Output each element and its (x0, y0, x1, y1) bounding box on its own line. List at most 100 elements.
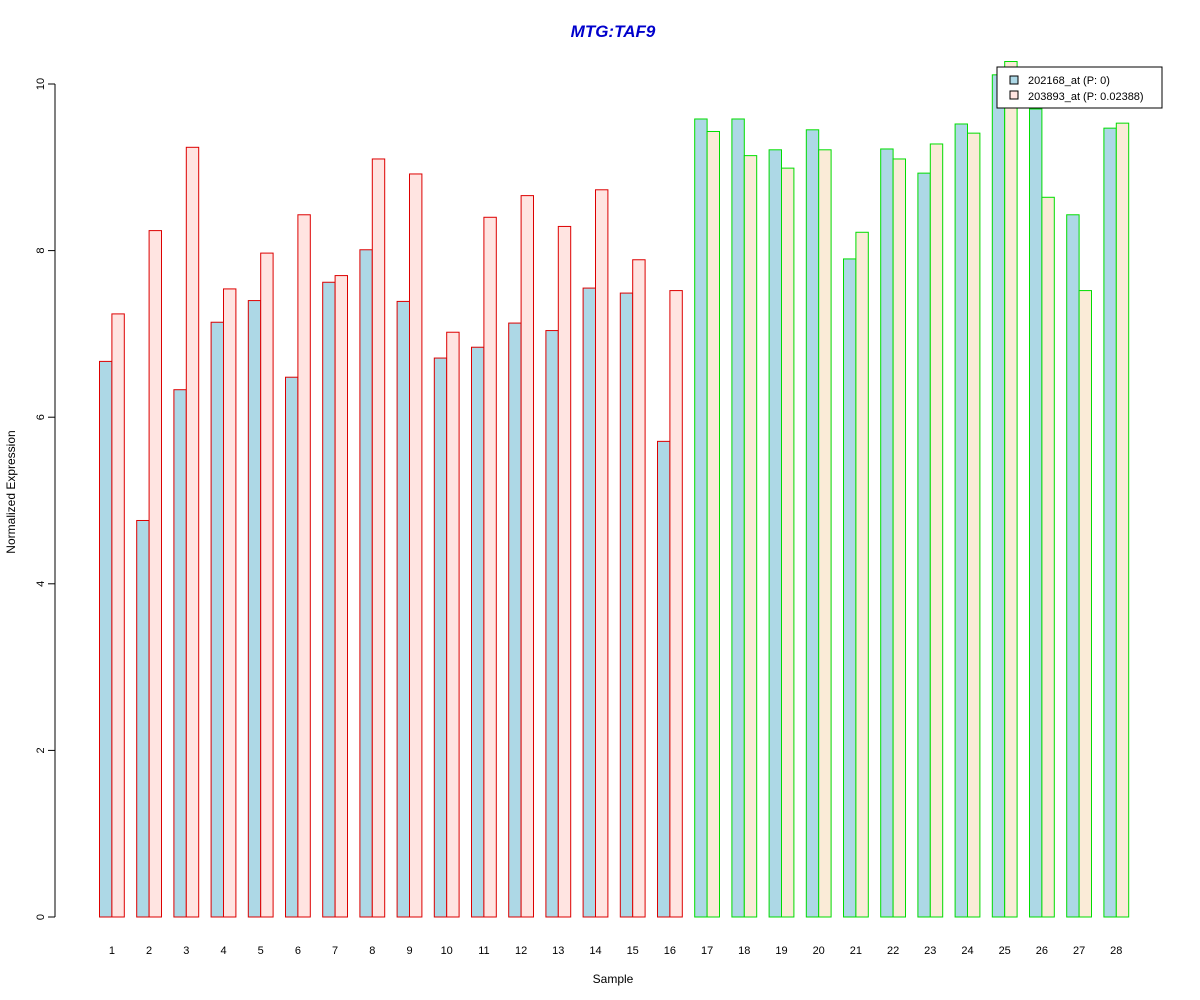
x-tick-label: 6 (295, 945, 301, 957)
x-tick-label: 27 (1073, 945, 1085, 957)
bar-series-2 (669, 290, 683, 918)
x-tick-label: 1 (109, 945, 115, 957)
bar-series-1 (880, 148, 894, 918)
bar-series-2 (371, 158, 386, 918)
legend-swatch-series-1 (1009, 75, 1019, 85)
bar-series-2 (520, 195, 534, 918)
x-tick-label: 9 (406, 945, 412, 957)
bar-series-1 (954, 123, 968, 918)
bar-series-2 (260, 252, 274, 918)
x-tick-label: 14 (589, 945, 601, 957)
bar-series-1 (99, 360, 113, 918)
bar-series-1 (619, 292, 634, 918)
x-tick-label: 28 (1110, 945, 1122, 957)
x-tick-label: 10 (441, 945, 453, 957)
bar-series-2 (148, 230, 163, 918)
bar-series-2 (929, 143, 944, 918)
bar-series-1 (322, 281, 336, 918)
bar-series-1 (359, 249, 373, 918)
bar-series-2 (223, 288, 237, 918)
x-tick-label: 21 (850, 945, 862, 957)
bar-series-2 (1041, 196, 1055, 918)
bar-series-1 (136, 519, 150, 918)
x-tick-label: 5 (258, 945, 264, 957)
bar-series-2 (781, 167, 795, 918)
x-tick-label: 18 (738, 945, 750, 957)
bar-series-1 (545, 330, 559, 918)
x-tick-label: 23 (924, 945, 936, 957)
y-tick-label: 0 (35, 914, 47, 920)
x-tick-label: 12 (515, 945, 527, 957)
x-tick-label: 22 (887, 945, 899, 957)
bar-series-1 (731, 118, 745, 918)
bar-series-1 (843, 258, 857, 918)
bar-series-2 (595, 189, 609, 918)
y-tick-label: 2 (35, 747, 47, 753)
bar-series-2 (967, 132, 981, 918)
bar-series-2 (297, 214, 311, 918)
bar-series-1 (582, 287, 596, 918)
bar-series-2 (706, 130, 720, 918)
x-tick-label: 24 (961, 945, 973, 957)
bar-series-2 (892, 158, 906, 918)
bar-series-1 (1066, 214, 1080, 918)
y-axis: 0 2 4 6 8 10 (35, 78, 56, 920)
bar-series-1 (247, 300, 262, 918)
x-tick-label: 25 (999, 945, 1011, 957)
bar-series-1 (991, 74, 1006, 918)
y-axis-title: Normalized Expression (4, 430, 18, 553)
x-tick-label: 3 (183, 945, 189, 957)
bar-series-2 (1115, 122, 1130, 918)
bar-series-2 (855, 231, 869, 918)
bar-series-2 (111, 313, 125, 918)
x-tick-labels: 1 2 3 4 5 6 7 8 9 10 11 12 13 14 15 16 17 18 19 20 21 22 23 24 2… (109, 945, 1123, 957)
x-tick-label: 17 (701, 945, 713, 957)
bar-series-2 (185, 146, 200, 918)
bar-series-1 (508, 322, 522, 918)
bar-series-1 (396, 300, 411, 918)
x-tick-label: 15 (627, 945, 639, 957)
bar-series-2 (557, 225, 572, 918)
x-tick-label: 26 (1036, 945, 1048, 957)
bar-series-1 (210, 321, 225, 918)
bar-series-2 (743, 155, 758, 918)
bar-series-2 (1078, 290, 1092, 918)
bar-series-2 (483, 216, 497, 918)
y-tick-label: 8 (35, 248, 47, 254)
legend-box (996, 66, 1163, 109)
y-tick-label: 4 (35, 581, 47, 587)
bar-series-1 (173, 389, 187, 918)
bar-series-2 (632, 259, 646, 918)
bar-series-1 (1103, 127, 1117, 918)
bar-series-2 (409, 173, 423, 918)
x-tick-label: 8 (369, 945, 375, 957)
legend: 202168_at (P: 0) 203893_at (P: 0.02388) (996, 66, 1163, 109)
legend-swatch-series-2 (1009, 90, 1019, 100)
legend-label-series-2: 203893_at (P: 0.02388) (1028, 91, 1144, 103)
bar-series-1 (768, 149, 782, 918)
x-tick-label: 2 (146, 945, 152, 957)
x-tick-label: 13 (552, 945, 564, 957)
bar-series-1 (433, 357, 448, 918)
bar-series-1 (805, 129, 820, 918)
chart-title: MTG:TAF9 (571, 22, 656, 41)
bar-series-1 (1029, 108, 1043, 918)
bar-series-1 (657, 440, 671, 918)
bar-series-2 (334, 275, 349, 918)
bar-series-1 (285, 376, 299, 918)
bar-series-1 (917, 172, 931, 918)
bar-series-1 (694, 118, 708, 918)
bars (99, 61, 1130, 918)
x-tick-label: 7 (332, 945, 338, 957)
x-tick-label: 20 (813, 945, 825, 957)
x-axis-title: Sample (593, 972, 634, 986)
x-tick-label: 11 (478, 945, 489, 957)
legend-label-series-1: 202168_at (P: 0) (1028, 75, 1110, 87)
bar-series-2 (446, 331, 460, 918)
bar-series-2 (818, 149, 832, 918)
y-tick-label: 6 (35, 414, 47, 420)
y-tick-label: 10 (35, 78, 47, 90)
bar-series-2 (1004, 61, 1018, 918)
x-tick-label: 4 (220, 945, 226, 957)
